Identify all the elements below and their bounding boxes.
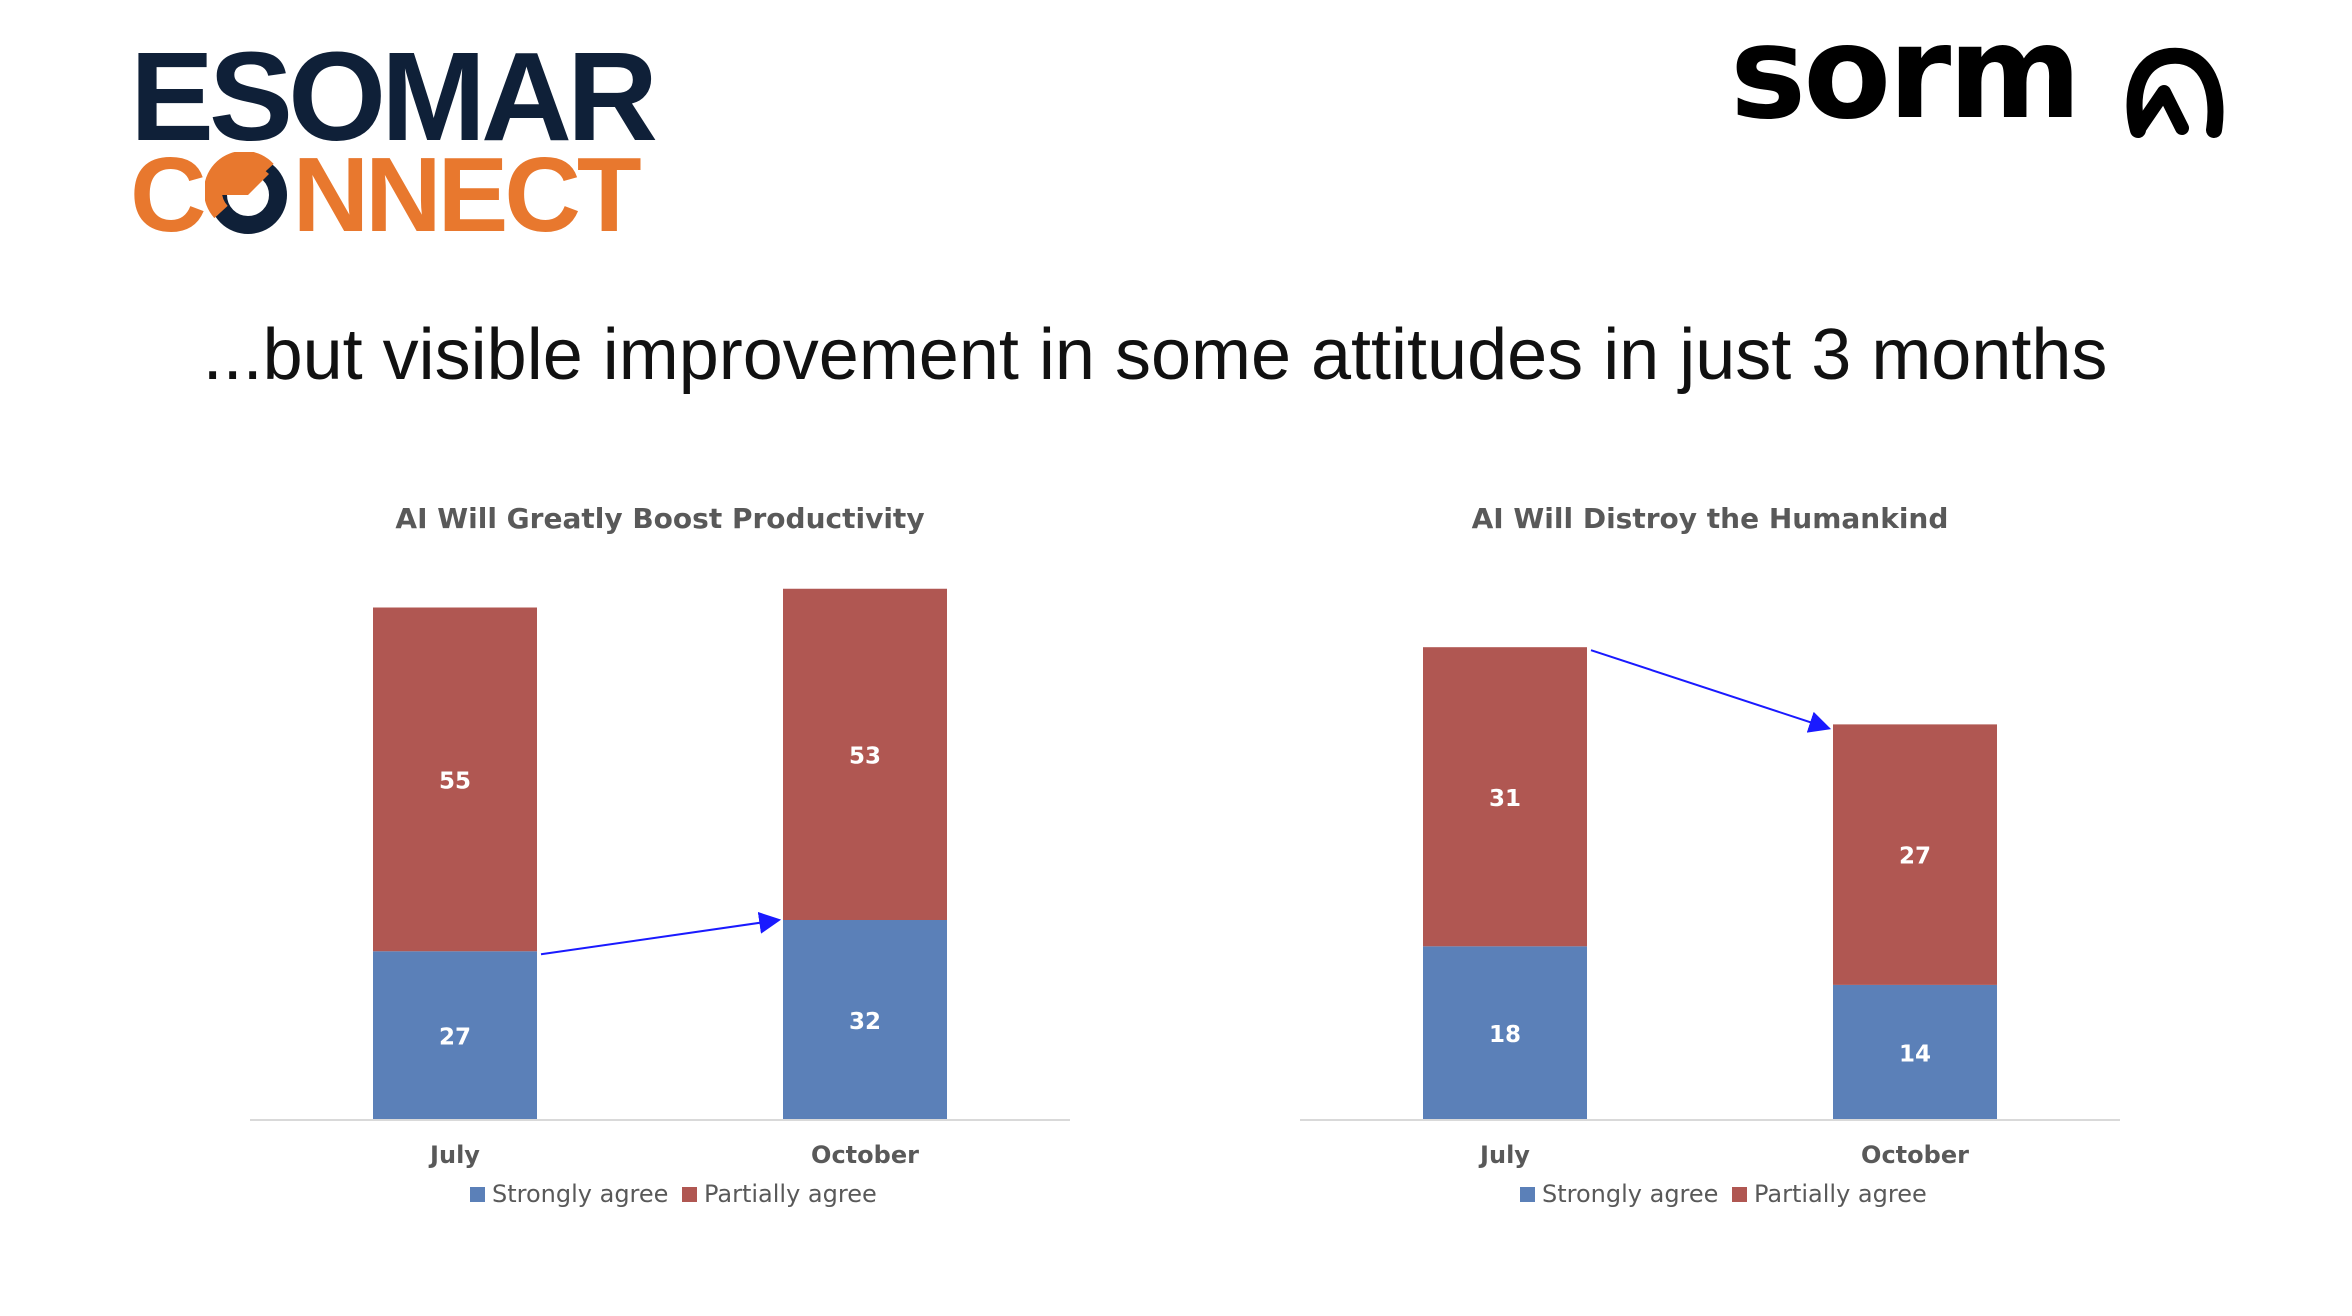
bar-partially-agree-july [373,607,537,952]
chart-humankind: AI Will Distroy the Humankind 18 31 July 14 2… [1270,470,2210,1230]
sorma-logo-text: sorm [1730,0,2082,148]
legend-swatch [1520,1187,1535,1202]
legend-label: Strongly agree [492,1180,668,1208]
x-tick-label: July [1478,1141,1530,1169]
esomar-connect-logo: ESOMAR C NNECT [130,34,658,249]
data-label: 32 [849,1009,881,1035]
legend-label: Partially agree [1754,1180,1927,1208]
slide-title: ...but visible improvement in some attit… [202,315,2108,395]
esomar-logo-text: ESOMAR [130,26,658,167]
legend-label: Strongly agree [1542,1180,1718,1208]
data-label: 27 [1899,844,1931,870]
chart-title: AI Will Distroy the Humankind [1472,502,1949,535]
data-label: 27 [439,1025,471,1051]
connect-logo-row: C NNECT [130,136,642,254]
trend-arrow [540,911,782,956]
data-label: 55 [439,768,471,794]
bar-partially-agree-october [1833,724,1997,985]
x-tick-label: July [428,1141,480,1169]
trend-arrow [1590,649,1832,733]
legend-swatch [682,1187,697,1202]
sorma-a-glyph-icon [2126,47,2224,138]
chart-productivity: AI Will Greatly Boost Productivity 27 55 Ju… [220,470,1160,1230]
bar-strongly-agree-july [373,951,537,1120]
bar-partially-agree-october [783,588,947,920]
chart-svg: AI Will Distroy the Humankind 18 31 July 14 2… [1300,502,2120,1208]
bar-strongly-agree-october [783,920,947,1120]
chart-title: AI Will Greatly Boost Productivity [395,502,924,535]
data-label: 14 [1899,1041,1931,1067]
legend-swatch [1732,1187,1747,1202]
bar-strongly-agree-july [1423,946,1587,1120]
chart-svg: AI Will Greatly Boost Productivity 27 55 Ju… [250,502,1070,1208]
bar-strongly-agree-october [1833,984,1997,1120]
data-label: 18 [1489,1022,1521,1048]
connect-logo-rest: NNECT [292,136,642,254]
data-label: 31 [1489,786,1521,812]
connect-logo-c: C [130,136,207,254]
data-label: 53 [849,743,881,769]
bar-partially-agree-july [1423,647,1587,947]
legend-swatch [470,1187,485,1202]
legend-label: Partially agree [704,1180,877,1208]
x-tick-label: October [811,1141,919,1169]
x-tick-label: October [1861,1141,1969,1169]
connect-o-icon [204,152,287,234]
sorma-logo: sorm [1730,10,2230,150]
